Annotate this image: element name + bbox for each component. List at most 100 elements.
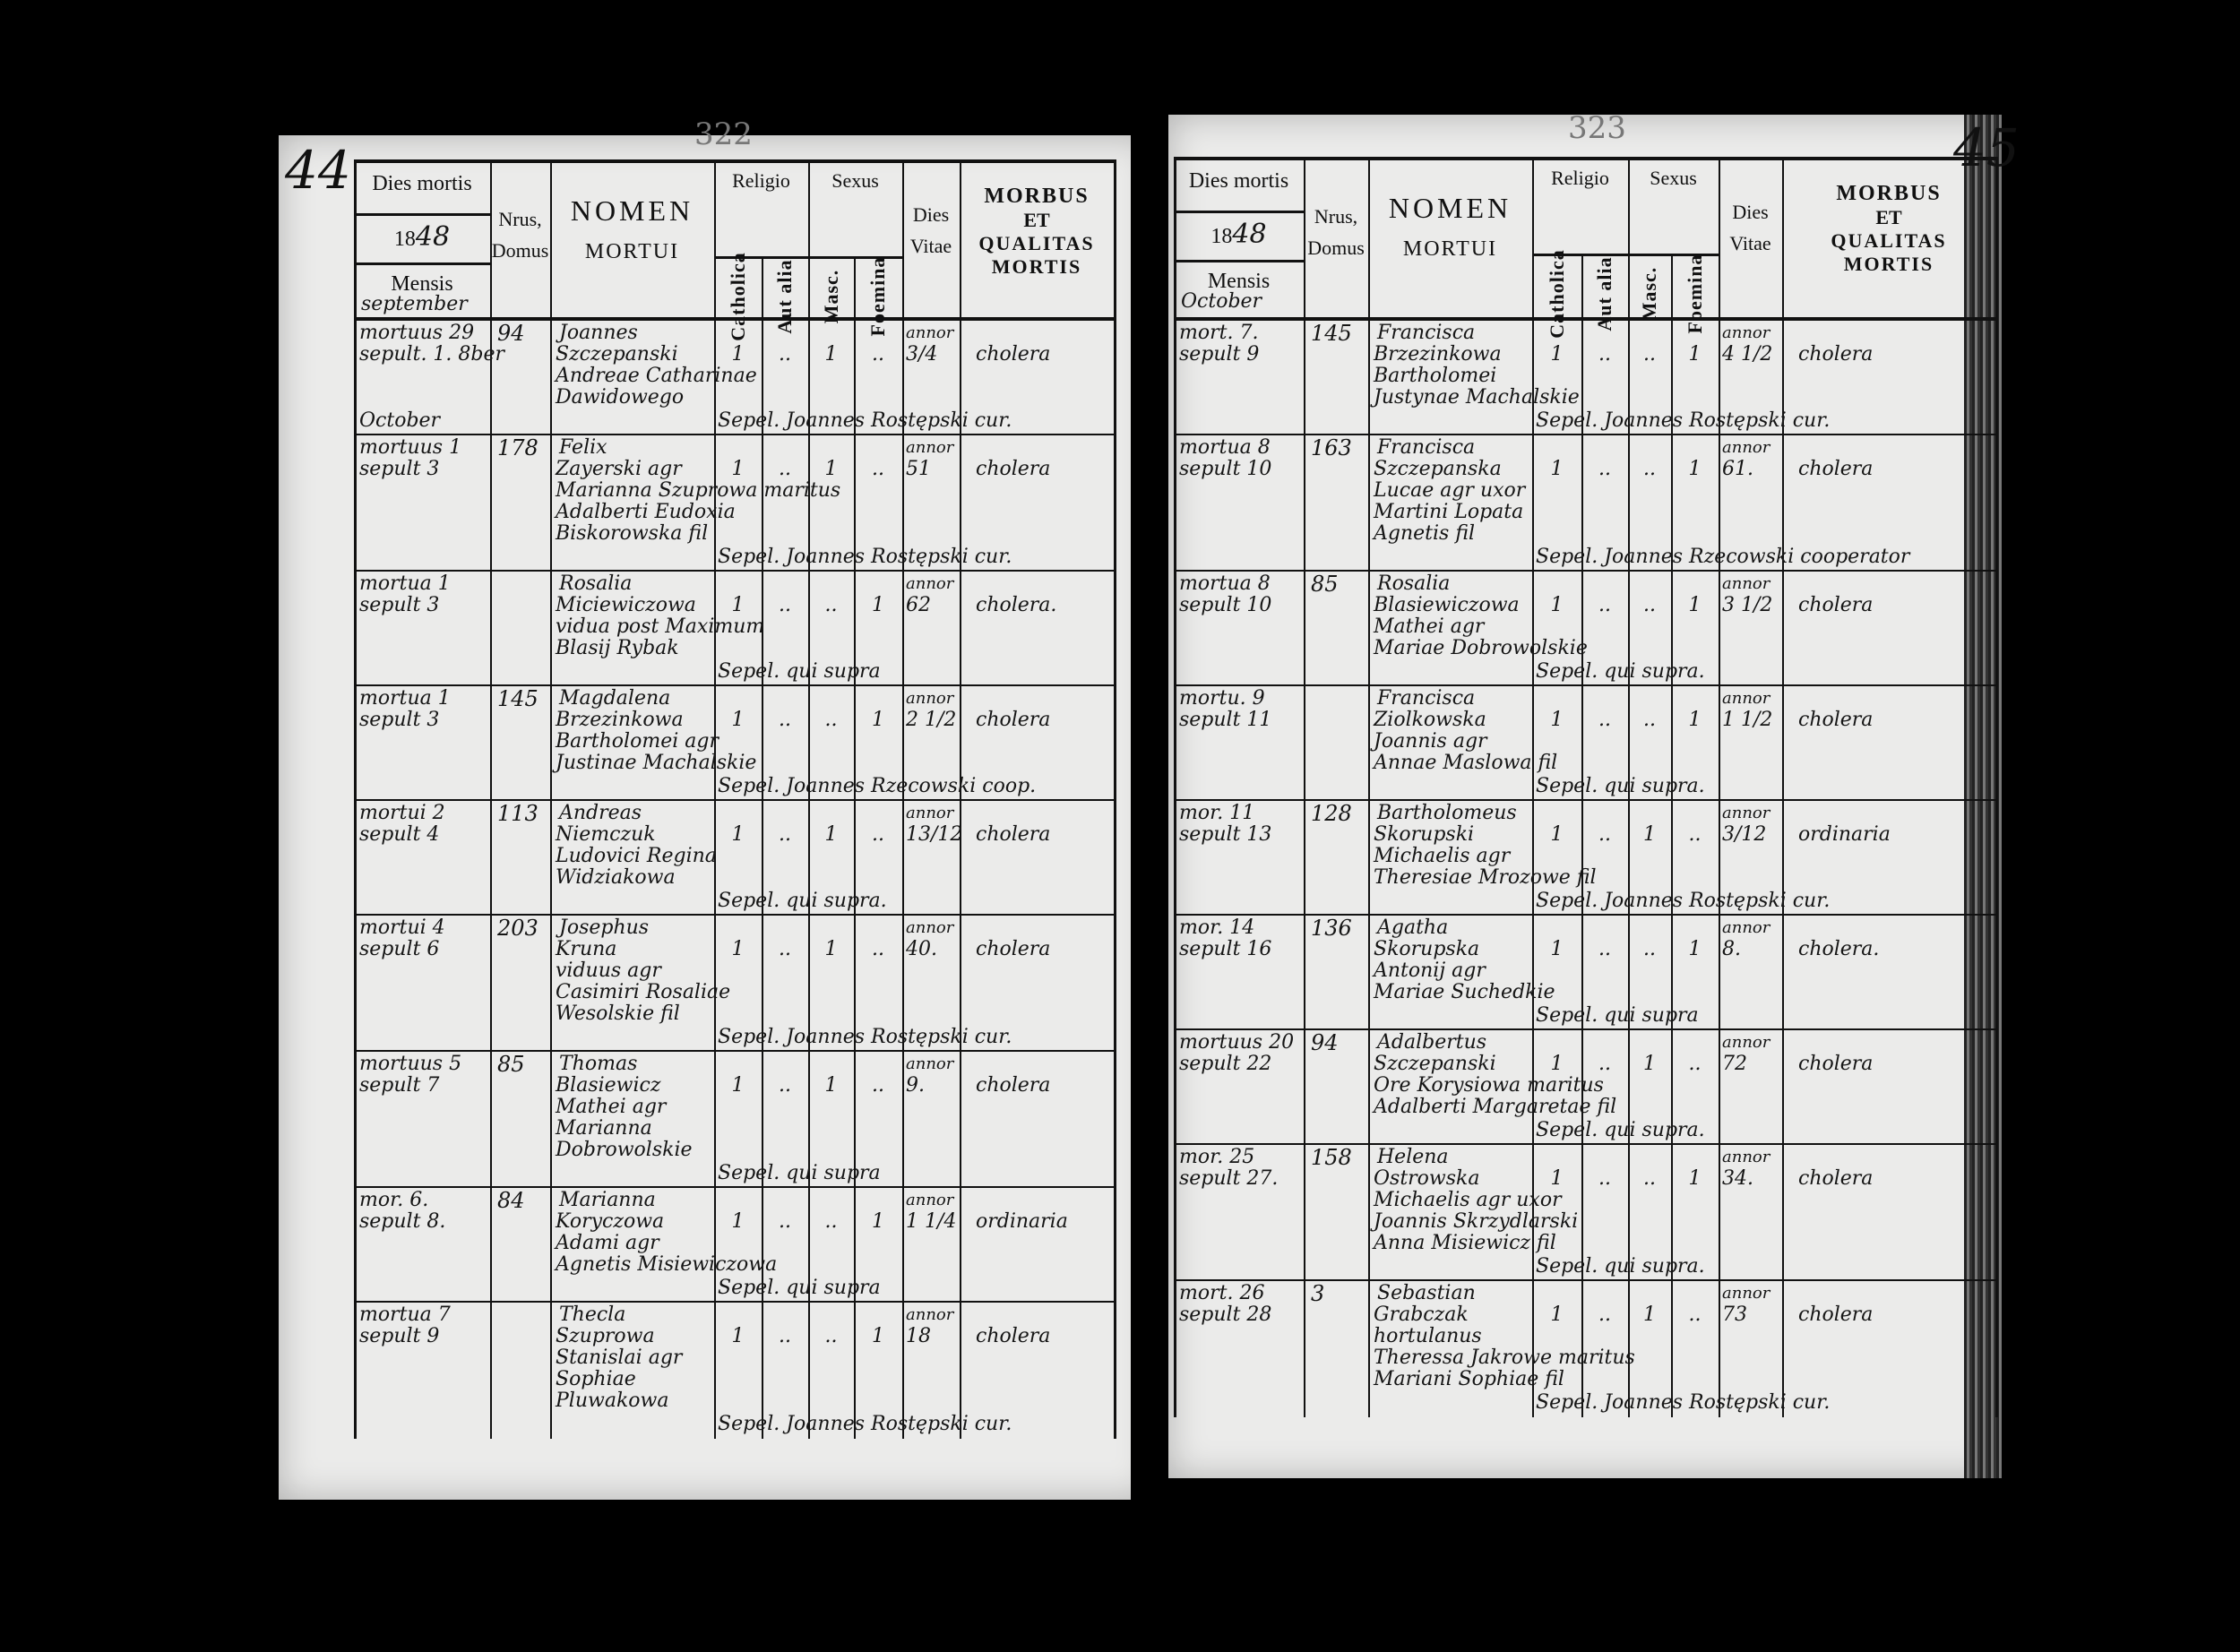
- age-value: 3 1/2: [1722, 594, 1773, 616]
- age-value: 13/12: [906, 823, 963, 846]
- column-rule: [1719, 157, 1720, 1417]
- cause-of-death: ordinaria: [976, 1210, 1068, 1233]
- death-date: mortuus 5: [359, 1053, 462, 1075]
- mark-masc: ..: [1643, 458, 1656, 480]
- dies-subrule: [354, 262, 490, 265]
- header-sexus: Sexus: [831, 169, 879, 192]
- mark-foemina: 1: [1688, 1167, 1702, 1190]
- row-divider: [354, 1301, 1114, 1303]
- column-rule: [1532, 157, 1534, 1417]
- deceased-name-line: Adami agr: [556, 1232, 659, 1254]
- mark-aut-alia: ..: [779, 1210, 791, 1233]
- header-catholica: Catholica: [726, 252, 749, 341]
- dies-subrule: [354, 213, 490, 216]
- deceased-name-line: Blasij Rybak: [556, 637, 679, 659]
- death-date: mortui 4: [359, 916, 445, 939]
- burial-note: Sepel. qui supra: [718, 1277, 881, 1299]
- cause-of-death: cholera.: [976, 594, 1057, 616]
- house-number: 145: [497, 686, 538, 711]
- cause-of-death: cholera: [1798, 594, 1874, 616]
- deceased-name-line: Francisca: [1377, 322, 1476, 344]
- age-unit: annor: [906, 1191, 954, 1209]
- header-year: 1848: [354, 222, 490, 254]
- cause-of-death: ordinaria: [1798, 823, 1891, 846]
- year-prefix: 18: [393, 228, 416, 251]
- row-divider: [354, 914, 1114, 916]
- age-value: 1 1/2: [1722, 709, 1773, 731]
- burial-note: Sepel. Joannes Rostępski cur.: [1536, 890, 1831, 912]
- mark-foemina: 1: [872, 709, 884, 731]
- house-number: 145: [1311, 321, 1352, 346]
- burial-note: Sepel. Joannes Rostępski cur.: [718, 409, 1012, 432]
- header-morbus: MORBUS: [984, 185, 1090, 208]
- row-divider: [1174, 1143, 1995, 1145]
- age-unit: annor: [906, 1054, 954, 1073]
- mark-masc: 1: [824, 343, 838, 366]
- month-name: October: [1181, 290, 1262, 313]
- cause-of-death: cholera.: [1798, 938, 1880, 960]
- age-unit: annor: [1722, 689, 1770, 708]
- age-unit: annor: [1722, 323, 1770, 342]
- deceased-name-line: Koryczowa: [556, 1210, 665, 1233]
- dies-subrule: [1174, 260, 1304, 262]
- column-rule: [1304, 157, 1305, 1417]
- deceased-name-line: Sophiae: [556, 1368, 636, 1390]
- death-date: sepult 7: [359, 1074, 440, 1097]
- mark-foemina: ..: [872, 1074, 884, 1097]
- death-date: sepult 3: [359, 709, 440, 731]
- deceased-name-line: Justinae Machalskie: [556, 752, 757, 774]
- death-date: mor. 14: [1179, 916, 1255, 939]
- header-domus: Domus: [491, 239, 549, 262]
- header-religio: Religio: [1551, 167, 1609, 189]
- header-mortui: MORTUI: [584, 240, 680, 263]
- death-date: sepult 8.: [359, 1210, 446, 1233]
- cause-of-death: cholera: [1798, 1053, 1874, 1075]
- mark-aut-alia: ..: [779, 709, 791, 731]
- burial-note: Sepel. qui supra: [718, 660, 881, 683]
- cause-of-death: cholera: [1798, 458, 1874, 480]
- header-masc: Masc.: [819, 269, 842, 324]
- margin-note: October: [359, 409, 441, 432]
- cause-of-death: cholera: [976, 823, 1051, 846]
- death-date: sepult. 1. 8ber: [359, 343, 505, 366]
- age-value: 51: [906, 458, 931, 480]
- row-divider: [1174, 914, 1995, 916]
- column-rule: [902, 159, 904, 1439]
- mark-masc: ..: [824, 594, 838, 616]
- deceased-name-line: Ludovici Regina: [556, 845, 717, 867]
- burial-note: Sepel. qui supra.: [1536, 775, 1705, 797]
- header-dies-mortis: Dies mortis: [372, 172, 472, 195]
- mark-aut-alia: ..: [779, 458, 791, 480]
- row-divider: [354, 799, 1114, 801]
- deceased-name-line: Marianna: [559, 1189, 656, 1211]
- header-morbus: MORBUS: [1836, 182, 1942, 205]
- deceased-name-line: Martini Lopata: [1374, 501, 1524, 523]
- age-value: 3/4: [906, 343, 938, 366]
- burial-note: Sepel. qui supra.: [1536, 1255, 1705, 1278]
- deceased-name-line: Blasiewiczowa: [1374, 594, 1520, 616]
- age-unit: annor: [1722, 1148, 1770, 1166]
- cause-of-death: cholera: [1798, 709, 1874, 731]
- age-unit: annor: [906, 438, 954, 457]
- deceased-name-line: Dawidowego: [556, 386, 685, 409]
- header-vitae: Vitae: [1729, 232, 1771, 254]
- deceased-name-line: Agnetis fil: [1374, 522, 1476, 545]
- burial-note: Sepel. Joannes Rzecowski cooperator: [1536, 546, 1910, 568]
- death-date: mor. 11: [1179, 802, 1255, 824]
- page-number: 44: [285, 140, 351, 201]
- death-date: mor. 6.: [359, 1189, 429, 1211]
- header-masc: Masc.: [1638, 266, 1660, 322]
- header-nrus: Nrus,: [1314, 205, 1358, 228]
- deceased-name-line: Felix: [559, 436, 607, 459]
- burial-note: Sepel. Joannes Rostępski cur.: [718, 1026, 1012, 1048]
- house-number: 3: [1311, 1281, 1325, 1306]
- mark-foemina: ..: [872, 938, 884, 960]
- cause-of-death: cholera: [976, 938, 1051, 960]
- deceased-name-line: Francisca: [1377, 687, 1476, 710]
- deceased-name-line: Helena: [1377, 1146, 1449, 1168]
- deceased-name-line: viduus agr: [556, 959, 661, 982]
- mark-masc: 1: [824, 1074, 838, 1097]
- column-rule: [1114, 159, 1116, 1439]
- death-date: sepult 9: [359, 1325, 440, 1347]
- mark-foemina: ..: [1688, 1053, 1702, 1075]
